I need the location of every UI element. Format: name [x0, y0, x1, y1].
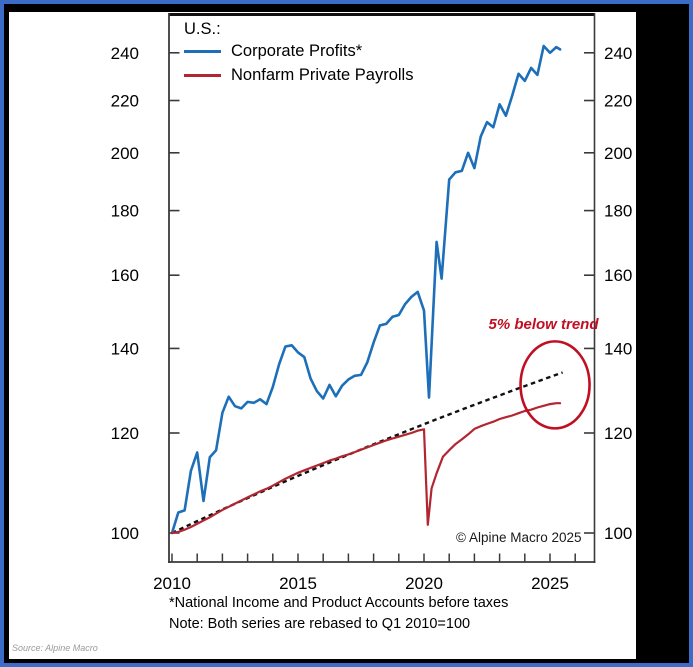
y-axis-label-left: 220	[111, 92, 139, 111]
x-axis-label: 2020	[405, 574, 443, 593]
y-axis-label-right: 100	[604, 524, 632, 543]
y-axis-label-right: 200	[604, 144, 632, 163]
legend-label-corporate-profits: Corporate Profits*	[231, 42, 363, 60]
nonfarm-private-payrolls-line	[170, 402, 562, 535]
footnotes: *National Income and Product Accounts be…	[169, 593, 508, 635]
below-trend-annotation: 5% below trend	[488, 316, 599, 333]
y-axis-label-right: 240	[604, 44, 632, 63]
y-axis-label-left: 140	[111, 339, 139, 358]
footnote-nipa: *National Income and Product Accounts be…	[169, 595, 509, 611]
y-axis-label-left: 200	[111, 144, 139, 163]
copyright-text: © Alpine Macro 2025	[456, 530, 582, 545]
chart-panel: 100 100 120 120 140 140 160 160 180 180 200 200 220 2…	[9, 12, 636, 659]
legend-item-nonfarm-private-payrolls: Nonfarm Private Payrolls	[184, 64, 413, 87]
y-axis-label-right: 180	[604, 202, 632, 221]
x-axis-label: 2010	[153, 574, 191, 593]
trend-line	[171, 371, 564, 535]
legend-item-corporate-profits: Corporate Profits*	[184, 40, 413, 63]
x-axis-label: 2025	[531, 574, 569, 593]
source-text: Source: Alpine Macro	[12, 643, 98, 653]
legend-label-payrolls: Nonfarm Private Payrolls	[231, 66, 414, 84]
y-axis-label-left: 240	[111, 44, 139, 63]
y-axis-label-left: 120	[111, 424, 139, 443]
chart-canvas: 100 100 120 120 140 140 160 160 180 180 200 200 220 2…	[111, 13, 632, 593]
footnote-rebased: Note: Both series are rebased to Q1 2010…	[169, 616, 471, 632]
legend-title: U.S.:	[184, 20, 221, 38]
corporate-profits-line	[170, 44, 562, 535]
corporate-profits-line-swatch	[184, 50, 221, 53]
y-axis-label-right: 220	[604, 92, 632, 111]
y-axis-label-left: 160	[111, 266, 139, 285]
x-axis-label: 2015	[279, 574, 317, 593]
y-axis-label-right: 160	[604, 266, 632, 285]
y-axis-label-right: 140	[604, 339, 632, 358]
y-axis-label-left: 180	[111, 202, 139, 221]
below-trend-circle	[519, 340, 591, 430]
y-axis-label-right: 120	[604, 424, 632, 443]
payrolls-line-swatch	[184, 74, 221, 77]
legend: U.S.: Corporate Profits* Nonfarm Private…	[184, 20, 413, 87]
y-axis-label-left: 100	[111, 524, 139, 543]
